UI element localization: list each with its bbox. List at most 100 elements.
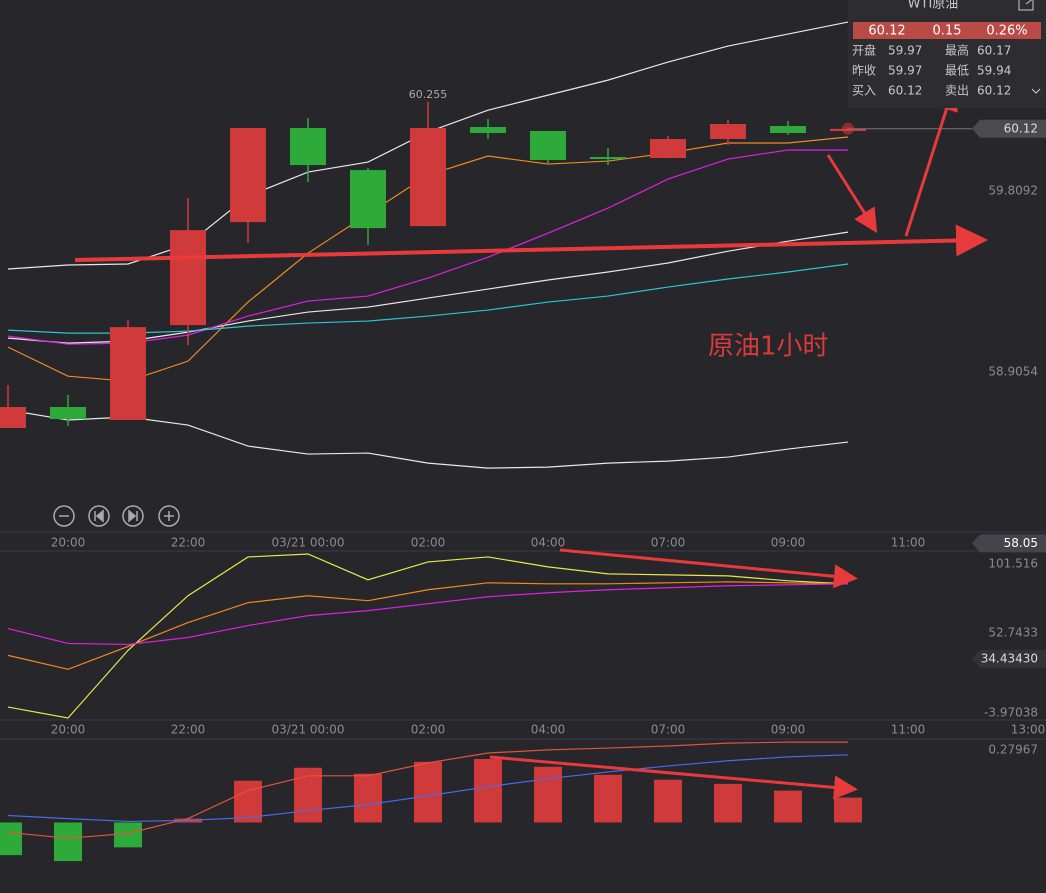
- quote-last: 60.12: [868, 24, 905, 39]
- x-tick-label: 20:00: [51, 536, 86, 550]
- y-tick-label: -3.97038: [984, 706, 1038, 720]
- indicator-line: [7, 581, 849, 670]
- x-tick-label: 03/21 00:00: [272, 723, 345, 737]
- candle-body: [530, 130, 566, 161]
- x-tick-label: 07:00: [651, 536, 686, 550]
- x-tick-label: 22:00: [171, 723, 206, 737]
- x-tick-label: 07:00: [651, 723, 686, 737]
- indicator-line: [7, 409, 849, 469]
- indicator-line: [7, 741, 848, 839]
- price-tag: [972, 649, 1046, 668]
- quote-value: 60.12: [977, 84, 1011, 98]
- x-tick-label: 11:00: [891, 536, 926, 550]
- candle-body: [410, 127, 446, 227]
- price-tag-label: 60.12: [1004, 121, 1038, 135]
- histogram-bar: [594, 774, 622, 823]
- plot-layer: 58.9054 59.8092 20:00 22:00 03/21 00:00 02:00…: [0, 21, 1046, 862]
- histogram-bar: [474, 758, 502, 823]
- candle-body: [590, 157, 626, 160]
- y-tick-label: 59.8092: [988, 184, 1038, 198]
- candle-body: [110, 327, 146, 421]
- price-tag: [972, 119, 1046, 138]
- quote-label: 开盘: [852, 43, 876, 58]
- quote-change-pct: 0.26%: [986, 24, 1027, 39]
- x-tick-label: 03/21 00:00: [272, 536, 345, 550]
- zoom-controls: [53, 505, 180, 527]
- histogram-bar: [714, 783, 742, 823]
- arrow: [489, 755, 858, 800]
- price-tag-label: 58.05: [1004, 536, 1038, 550]
- high-label: 60.255: [409, 88, 448, 101]
- export-icon[interactable]: [1018, 0, 1034, 11]
- quote-label: 买入: [852, 84, 876, 98]
- quote-change: 0.15: [933, 24, 962, 39]
- candle-body: [350, 170, 386, 229]
- histogram-bar: [54, 822, 82, 862]
- y-tick-label: 58.9054: [988, 365, 1038, 379]
- x-tick-label: 02:00: [411, 536, 446, 550]
- histogram-bar: [114, 822, 142, 848]
- indicator-line: [7, 754, 849, 823]
- quote-title: WTI原油: [908, 0, 959, 12]
- candle-body: [0, 407, 26, 429]
- quote-background: [848, 0, 1046, 108]
- arrow: [826, 154, 878, 234]
- histogram-bar: [414, 761, 442, 823]
- price-tag: [972, 534, 1046, 553]
- x-tick-label: 22:00: [171, 536, 206, 550]
- quote-label: 最低: [945, 64, 969, 78]
- x-tick-label: 20:00: [51, 723, 86, 737]
- indicator-line: [7, 263, 849, 334]
- histogram-bar: [0, 822, 22, 856]
- x-tick-label: 11:00: [891, 723, 926, 737]
- x-tick-label: 02:00: [411, 723, 446, 737]
- arrow: [904, 86, 958, 237]
- candle-body: [650, 139, 686, 159]
- price-tag-label: 34.43430: [981, 651, 1038, 665]
- arrows: [74, 86, 988, 800]
- x-tick-label: 09:00: [771, 723, 806, 737]
- indicator-line: [7, 553, 849, 719]
- indicator-line: [7, 583, 849, 646]
- y-tick-label: 0.27967: [988, 742, 1038, 756]
- x-tick-label: 04:00: [531, 536, 566, 550]
- x-tick-label: 04:00: [531, 723, 566, 737]
- x-tick-label: 13:00: [1011, 723, 1046, 737]
- indicator-line: [7, 149, 848, 345]
- quote-label: 最高: [945, 43, 969, 58]
- next-button[interactable]: [122, 505, 144, 527]
- candle-body: [710, 123, 746, 140]
- prev-button[interactable]: [88, 505, 110, 527]
- quote-value: 59.94: [977, 64, 1011, 78]
- quote-panel: WTI原油 60.12 0.15 0.26% 开盘 59.97 最高 60.17 昨收 5…: [848, 0, 1046, 108]
- quote-value: 59.97: [888, 44, 922, 58]
- histogram-bar: [354, 773, 382, 823]
- candle-body: [50, 407, 86, 420]
- candle-body: [290, 127, 326, 166]
- histogram-bar: [534, 766, 562, 823]
- indicator-line: [7, 231, 849, 344]
- zoom-out-button[interactable]: [53, 505, 75, 527]
- candle-body: [230, 127, 266, 223]
- quote-label: 卖出: [945, 84, 969, 98]
- histogram-bar: [654, 779, 682, 823]
- histogram-bar: [774, 790, 802, 823]
- annotation: 原油1小时: [708, 332, 829, 362]
- expand-chevron[interactable]: [1031, 88, 1041, 94]
- quote-label: 昨收: [852, 64, 876, 78]
- arrow: [559, 548, 858, 589]
- quote-value: 60.17: [977, 44, 1011, 58]
- y-tick-label: 101.516: [988, 556, 1038, 570]
- quote-bar: [853, 22, 1041, 39]
- x-tick-label: 09:00: [771, 536, 806, 550]
- quote-value: 59.97: [888, 64, 922, 78]
- candle-body: [470, 126, 506, 133]
- histogram-bar: [834, 797, 862, 823]
- zoom-in-button[interactable]: [158, 505, 180, 527]
- histogram-bar: [294, 767, 322, 823]
- arrow: [74, 224, 988, 262]
- quote-value: 60.12: [888, 84, 922, 98]
